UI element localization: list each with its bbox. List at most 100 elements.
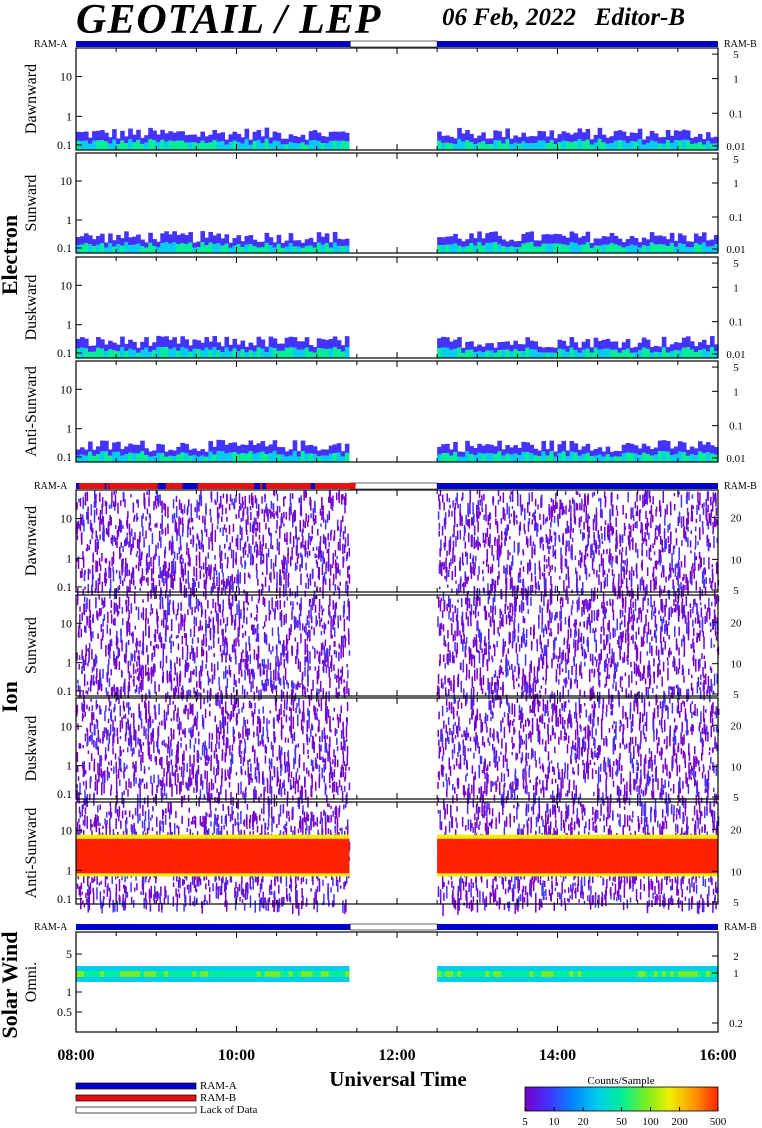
- right-tick-label: 0.1: [729, 421, 743, 433]
- colorbar-title: Counts/Sample: [587, 1075, 654, 1087]
- ram-b-segment: [106, 483, 109, 489]
- panel-1: 10 1 0.1 5 1 0.1 0.01 Dawnward: [23, 47, 746, 153]
- ram-a-label: RAM-A: [34, 39, 68, 50]
- left-tick-label: 1: [66, 985, 72, 999]
- x-axis-title: Universal Time: [329, 1067, 466, 1091]
- ram-b-segment: [89, 483, 105, 489]
- colorbar-tick-label: 100: [642, 1116, 659, 1128]
- right-tick-label: 20: [731, 513, 743, 525]
- panel-6: 10 1 0.1 20 10 5 Sunward: [23, 594, 743, 707]
- right-tick-label: 0.01: [726, 453, 745, 465]
- header-subtitle: 06 Feb, 2022 Editor-B: [442, 4, 685, 32]
- panel-ylabel: Anti-Sunward: [23, 808, 40, 899]
- ram-b-segment: [260, 483, 263, 489]
- ram-mode-bar: RAM-A RAM-B: [34, 922, 757, 933]
- right-tick-label: 0.1: [729, 317, 743, 329]
- date-label: 06 Feb, 2022: [442, 4, 577, 31]
- right-tick-label: 5: [733, 792, 739, 804]
- legend-swatch: [75, 1106, 197, 1114]
- ram-b-segment: [314, 483, 334, 489]
- right-tick-label: 1: [733, 386, 739, 398]
- panel-ylabel: Dawnward: [23, 506, 40, 576]
- left-tick-label: 5: [66, 947, 72, 961]
- panel-ylabel: Anti-Sunward: [23, 366, 40, 457]
- right-tick-label: 0.1: [729, 212, 743, 224]
- right-tick-label: 10: [731, 866, 743, 878]
- colorbar-tick-label: 200: [671, 1116, 688, 1128]
- legend-swatch: [75, 1094, 197, 1102]
- panel-5: 10 1 0.1 20 10 5 Dawnward: [23, 489, 743, 604]
- colorbar-tick-label: 20: [578, 1116, 590, 1128]
- panel-8: 10 1 0.1 20 10 5 Anti-Sunward: [23, 801, 743, 916]
- group-label-electron: Electron: [0, 215, 22, 295]
- ram-b-segment: [220, 483, 237, 489]
- left-tick-label: 0.1: [57, 241, 72, 255]
- ram-b-segment: [123, 483, 143, 489]
- left-tick-label: 0.1: [57, 787, 72, 801]
- ram-b-segment: [273, 483, 290, 489]
- left-tick-label: 10: [60, 278, 72, 292]
- left-tick-label: 10: [60, 719, 72, 733]
- left-tick-label: 1: [66, 551, 72, 565]
- colorbar-tick-label: 5: [522, 1116, 528, 1128]
- left-tick-label: 0.1: [57, 346, 72, 360]
- ram-b-segment: [339, 483, 356, 489]
- legend-label: RAM-B: [200, 1092, 236, 1104]
- left-tick-label: 1: [66, 759, 72, 773]
- panel-ylabel: Omni.: [23, 962, 40, 1002]
- right-tick-label: 20: [731, 617, 743, 629]
- legend-swatch: [75, 1082, 197, 1090]
- right-tick-label: 5: [733, 154, 739, 166]
- ram-a-segment: [437, 483, 718, 489]
- ram-b-segment: [266, 483, 278, 489]
- ram-b-segment: [197, 483, 215, 489]
- panel-texture: [76, 335, 719, 358]
- left-tick-label: 1: [66, 863, 72, 877]
- left-tick-label: 10: [60, 616, 72, 630]
- left-tick-label: 1: [66, 422, 72, 436]
- panel-texture: [76, 966, 719, 982]
- group-label-solar-wind: Solar Wind: [0, 931, 22, 1038]
- right-tick-label: 0.01: [726, 349, 745, 361]
- right-tick-label: 10: [731, 762, 743, 774]
- right-tick-label: 5: [733, 258, 739, 270]
- right-tick-label: 5: [733, 362, 739, 374]
- legend-label: RAM-A: [200, 1080, 237, 1092]
- x-tick-label: 14:00: [539, 1047, 576, 1064]
- panel-9: 5 1 0.5 2 1 0.2 Omni.: [23, 931, 743, 1033]
- right-tick-label: 5: [733, 49, 739, 61]
- ram-b-label: RAM-B: [724, 39, 757, 50]
- panel-texture: [76, 490, 720, 604]
- ram-b-segment: [165, 483, 170, 489]
- left-tick-label: 0.1: [57, 450, 72, 464]
- ram-a-segment: [437, 924, 718, 930]
- ram-a-segment: [76, 41, 351, 47]
- left-tick-label: 0.1: [57, 138, 72, 152]
- left-tick-label: 0.1: [57, 580, 72, 594]
- left-tick-label: 0.5: [57, 1005, 72, 1019]
- ram-b-segment: [79, 483, 95, 489]
- editor-label: Editor-B: [594, 4, 686, 31]
- ram-a-label: RAM-A: [34, 481, 68, 492]
- right-tick-label: 0.1: [729, 108, 743, 120]
- x-tick-label: 16:00: [699, 1047, 736, 1064]
- ram-mode-bar: RAM-A RAM-B: [34, 39, 757, 50]
- colorbar-tick-label: 10: [549, 1116, 561, 1128]
- colorbar-tick-label: 500: [710, 1116, 727, 1128]
- right-tick-label: 0.01: [726, 244, 745, 256]
- ram-a-segment: [437, 41, 718, 47]
- right-tick-label: 5: [733, 689, 739, 701]
- ram-b-segment: [138, 483, 158, 489]
- panel-texture: [76, 231, 719, 253]
- panel-texture: [76, 439, 719, 462]
- right-tick-label: 10: [731, 659, 743, 671]
- ram-b-segment: [82, 483, 86, 489]
- left-tick-label: 1: [66, 318, 72, 332]
- panel-4: 10 1 0.1 5 1 0.1 0.01 Anti-Sunward: [23, 360, 746, 465]
- right-tick-label: 0.01: [726, 141, 745, 153]
- left-tick-label: 10: [60, 382, 72, 396]
- colorbar-tick-label: 50: [616, 1116, 628, 1128]
- left-tick-label: 1: [66, 109, 72, 123]
- right-tick-label: 1: [733, 74, 739, 86]
